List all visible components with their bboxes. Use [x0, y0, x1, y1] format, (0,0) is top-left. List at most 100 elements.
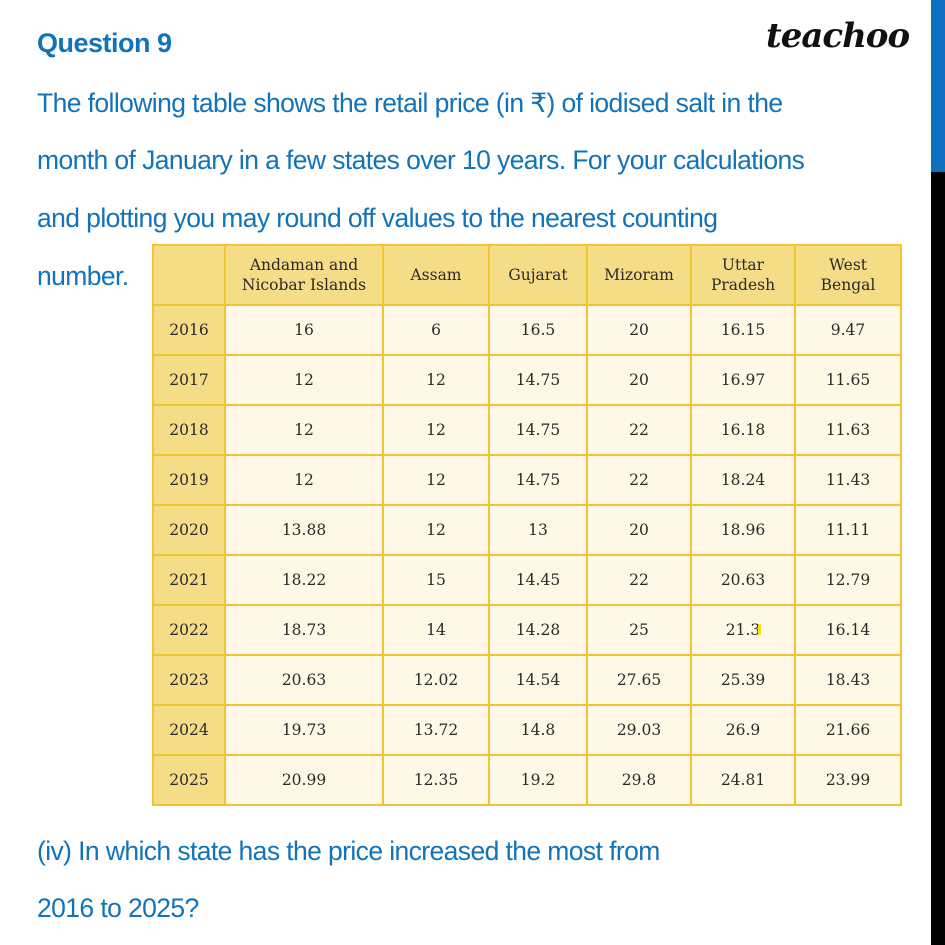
price-cell: 20.63 — [224, 654, 384, 706]
column-header-line: Assam — [410, 266, 462, 284]
table-row: 2017 12 12 14.75 20 16.97 11.65 — [152, 354, 902, 406]
price-cell: 20 — [586, 504, 692, 556]
price-cell: 14.75 — [488, 354, 588, 406]
price-cell: 12 — [224, 354, 384, 406]
table-row: 2018 12 12 14.75 22 16.18 11.63 — [152, 404, 902, 456]
sub-question-line: 2016 to 2025? — [37, 893, 199, 923]
price-cell: 12 — [224, 454, 384, 506]
table-row: 2019 12 12 14.75 22 18.24 11.43 — [152, 454, 902, 506]
price-cell: 22 — [586, 404, 692, 456]
column-header-line: Mizoram — [604, 266, 674, 284]
price-cell: 14.75 — [488, 404, 588, 456]
price-cell: 24.81 — [690, 754, 796, 806]
price-cell: 12 — [382, 404, 490, 456]
side-dark-bar — [931, 172, 945, 945]
price-cell: 12.02 — [382, 654, 490, 706]
price-cell: 18.22 — [224, 554, 384, 606]
price-cell: 11.65 — [794, 354, 902, 406]
price-cell: 20.99 — [224, 754, 384, 806]
column-header: Mizoram — [586, 244, 692, 306]
year-cell: 2017 — [152, 354, 226, 406]
price-cell: 27.65 — [586, 654, 692, 706]
price-cell: 21.3 — [690, 604, 796, 656]
price-cell: 12 — [382, 354, 490, 406]
price-cell: 11.11 — [794, 504, 902, 556]
price-cell: 14.45 — [488, 554, 588, 606]
price-cell: 9.47 — [794, 304, 902, 356]
table-row: 2020 13.88 12 13 20 18.96 11.11 — [152, 504, 902, 556]
price-cell: 11.63 — [794, 404, 902, 456]
column-header-line: Gujarat — [508, 266, 568, 284]
price-cell: 22 — [586, 554, 692, 606]
column-header: Uttar Pradesh — [690, 244, 796, 306]
price-cell: 11.43 — [794, 454, 902, 506]
price-cell: 14.8 — [488, 704, 588, 756]
price-cell: 14.54 — [488, 654, 588, 706]
side-accent-bar — [931, 0, 945, 172]
column-header-line: Pradesh — [710, 276, 776, 294]
price-cell: 16.14 — [794, 604, 902, 656]
question-text-line: month of January in a few states over 10… — [37, 145, 805, 175]
price-cell: 22 — [586, 454, 692, 506]
year-cell: 2022 — [152, 604, 226, 656]
price-cell: 16.97 — [690, 354, 796, 406]
price-cell: 16.5 — [488, 304, 588, 356]
column-header-line: Bengal — [820, 276, 876, 294]
price-cell: 18.73 — [224, 604, 384, 656]
price-cell: 12 — [382, 504, 490, 556]
price-cell: 18.96 — [690, 504, 796, 556]
price-cell: 20 — [586, 304, 692, 356]
column-header: Assam — [382, 244, 490, 306]
price-cell: 12 — [224, 404, 384, 456]
header-corner-cell — [152, 244, 226, 306]
price-cell: 18.24 — [690, 454, 796, 506]
column-header-line: Uttar — [721, 256, 765, 274]
price-cell: 6 — [382, 304, 490, 356]
price-cell: 25.39 — [690, 654, 796, 706]
question-text-line: number. — [37, 261, 129, 291]
price-cell: 13.72 — [382, 704, 490, 756]
price-cell: 12.79 — [794, 554, 902, 606]
column-header-line: Nicobar Islands — [241, 276, 367, 294]
question-title: Question 9 — [37, 28, 172, 58]
table-row: 2024 19.73 13.72 14.8 29.03 26.9 21.66 — [152, 704, 902, 756]
column-header: West Bengal — [794, 244, 902, 306]
price-cell: 20.63 — [690, 554, 796, 606]
price-cell: 16 — [224, 304, 384, 356]
column-header: Andaman and Nicobar Islands — [224, 244, 384, 306]
price-cell: 19.73 — [224, 704, 384, 756]
price-cell: 12.35 — [382, 754, 490, 806]
table-row: 2023 20.63 12.02 14.54 27.65 25.39 18.43 — [152, 654, 902, 706]
highlight-marker — [758, 624, 761, 635]
year-cell: 2025 — [152, 754, 226, 806]
table-body: 2016 16 6 16.5 20 16.15 9.47 2017 12 12 14.75 20 16.… — [152, 304, 902, 806]
year-cell: 2024 — [152, 704, 226, 756]
year-cell: 2021 — [152, 554, 226, 606]
price-cell: 21.66 — [794, 704, 902, 756]
price-cell: 13.88 — [224, 504, 384, 556]
question-text-line: and plotting you may round off values to… — [37, 203, 718, 233]
teachoo-logo: teachoo — [766, 16, 910, 56]
table-row: 2021 18.22 15 14.45 22 20.63 12.79 — [152, 554, 902, 606]
table-row: 2022 18.73 14 14.28 25 21.3 16.14 — [152, 604, 902, 656]
year-cell: 2023 — [152, 654, 226, 706]
price-cell: 19.2 — [488, 754, 588, 806]
price-cell: 12 — [382, 454, 490, 506]
price-cell: 14.28 — [488, 604, 588, 656]
price-cell: 14.75 — [488, 454, 588, 506]
year-cell: 2019 — [152, 454, 226, 506]
price-cell: 16.15 — [690, 304, 796, 356]
price-cell: 15 — [382, 554, 490, 606]
price-cell: 13 — [488, 504, 588, 556]
table-header-row: Andaman and Nicobar Islands Assam Gujarat Mi… — [152, 244, 902, 306]
sub-question-line: (iv) In which state has the price increa… — [37, 836, 660, 866]
column-header-line: West — [828, 256, 868, 274]
table-row: 2016 16 6 16.5 20 16.15 9.47 — [152, 304, 902, 356]
salt-price-table: Andaman and Nicobar Islands Assam Gujarat Mi… — [152, 244, 902, 806]
price-cell: 20 — [586, 354, 692, 406]
price-cell: 23.99 — [794, 754, 902, 806]
column-header: Gujarat — [488, 244, 588, 306]
year-cell: 2016 — [152, 304, 226, 356]
table-row: 2025 20.99 12.35 19.2 29.8 24.81 23.99 — [152, 754, 902, 806]
column-header-line: Andaman and — [249, 256, 359, 274]
